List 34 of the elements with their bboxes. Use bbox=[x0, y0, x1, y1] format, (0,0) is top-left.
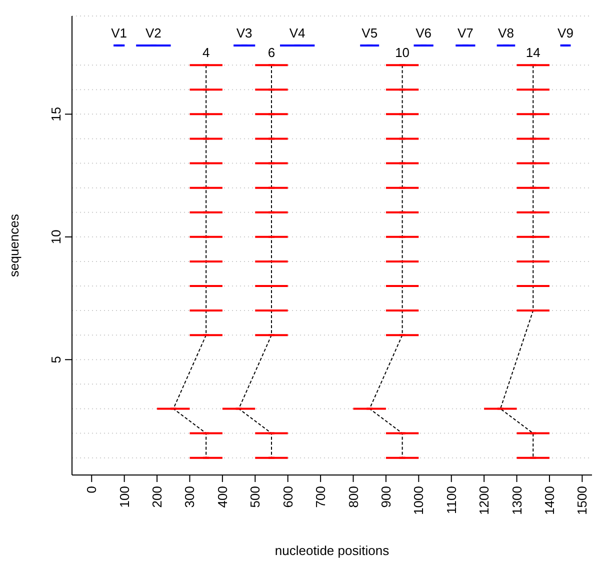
x-tick-label: 0 bbox=[84, 486, 100, 494]
x-tick-label: 100 bbox=[116, 486, 132, 508]
x-tick-label: 700 bbox=[313, 486, 328, 508]
series-label: V7 bbox=[457, 25, 474, 40]
series-label: V4 bbox=[289, 25, 306, 40]
series-label: V6 bbox=[416, 25, 432, 40]
series-label: V8 bbox=[498, 25, 514, 40]
y-axis-title: sequences bbox=[6, 214, 22, 277]
x-tick-label: 1000 bbox=[411, 486, 426, 515]
x-tick-label: 800 bbox=[346, 486, 361, 508]
series-label: V1 bbox=[111, 25, 128, 40]
x-tick-label: 200 bbox=[150, 486, 165, 508]
x-tick-label: 1500 bbox=[574, 486, 590, 515]
x-tick-label: 1200 bbox=[476, 486, 492, 515]
series-label: 10 bbox=[395, 45, 410, 60]
x-tick-label: 900 bbox=[378, 486, 394, 508]
y-tick-label: 5 bbox=[48, 356, 64, 364]
x-tick-label: 600 bbox=[280, 486, 296, 508]
x-tick-label: 400 bbox=[214, 486, 230, 508]
series-label: 4 bbox=[202, 45, 210, 60]
y-tick-label: 15 bbox=[48, 106, 64, 122]
series-label: V2 bbox=[145, 25, 162, 40]
series-label: 6 bbox=[268, 45, 276, 60]
x-tick-label: 1400 bbox=[542, 486, 557, 515]
x-tick-label: 1100 bbox=[444, 486, 459, 514]
x-tick-label: 1300 bbox=[509, 486, 524, 515]
series-label: 14 bbox=[526, 45, 540, 60]
series-label: V9 bbox=[558, 25, 574, 40]
series-label: V3 bbox=[236, 25, 252, 40]
x-axis-title: nucleotide positions bbox=[274, 543, 390, 558]
y-tick-label: 10 bbox=[48, 230, 64, 244]
series-label: V5 bbox=[362, 25, 378, 40]
x-tick-label: 300 bbox=[182, 486, 198, 508]
x-tick-label: 500 bbox=[248, 486, 263, 508]
